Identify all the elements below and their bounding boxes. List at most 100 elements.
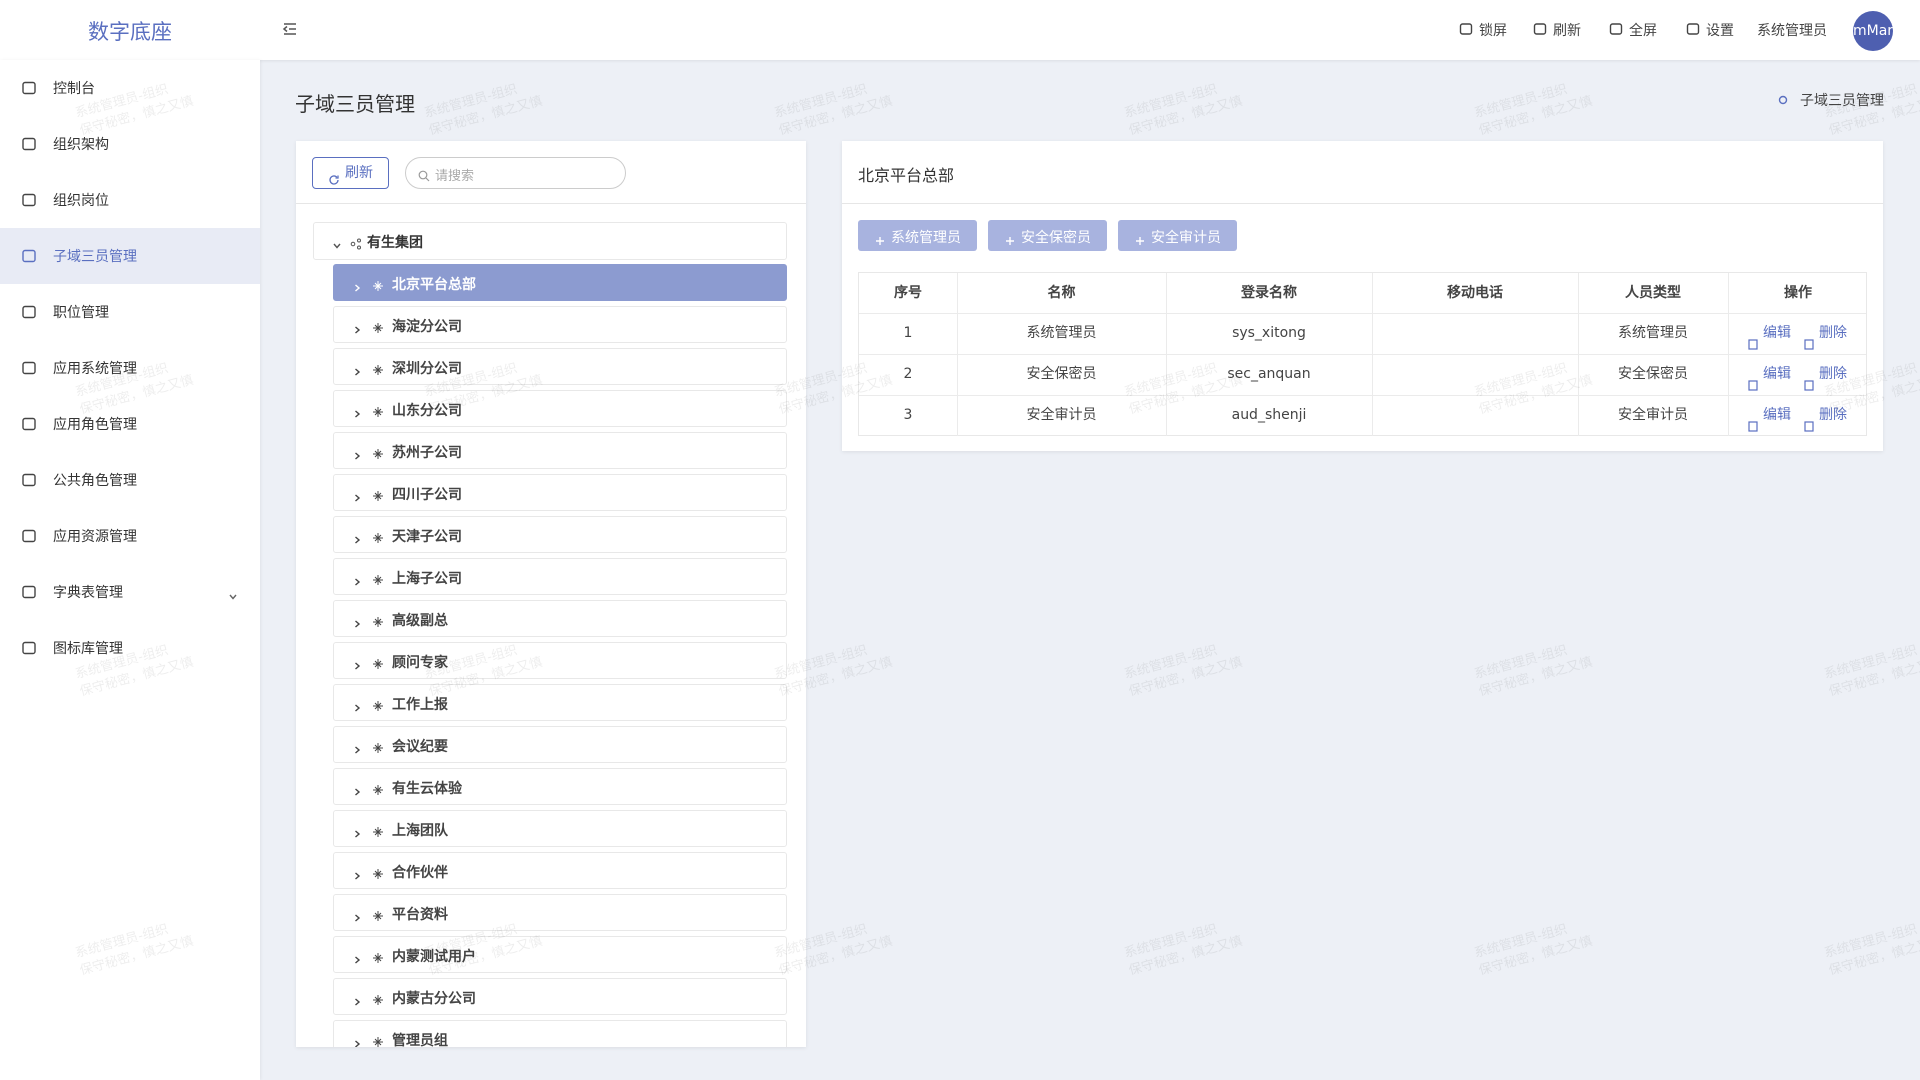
tree-node[interactable]: 海淀分公司 [333,306,787,343]
col-divider [1166,273,1167,313]
action-icon [1803,326,1815,367]
tree-root[interactable]: 有生集团 [313,222,787,260]
menu-item[interactable]: 应用系统管理 [0,340,260,396]
tree-node-label: 高级副总 [392,613,448,629]
watermark-line: 保守秘密，慎之又慎 [427,93,545,139]
menu-icon [21,304,37,324]
tree-node[interactable]: 内蒙测试用户 [333,936,787,973]
table-cell: 安全保密员 [1618,366,1688,382]
menu-item[interactable]: 图标库管理 [0,620,260,676]
node-icon [372,277,384,296]
action-link[interactable]: 删除 [1803,395,1847,436]
table-header-cell: 序号 [894,285,922,301]
watermark-line: 系统管理员-组织 [1472,642,1569,683]
expand-icon [352,698,362,717]
col-divider [957,395,958,436]
add-button[interactable]: 安全审计员 [1118,220,1237,251]
refresh-icon [328,167,340,197]
collapse-button[interactable] [281,20,299,42]
menu-item[interactable]: 应用资源管理 [0,508,260,564]
tree-node[interactable]: 会议纪要 [333,726,787,763]
tree-node[interactable]: 苏州子公司 [333,432,787,469]
watermark: 系统管理员-组织保守秘密，慎之又慎 [1822,915,1920,980]
toolbar-item[interactable]: 刷新 [1553,23,1581,39]
node-icon [372,739,384,758]
menu-item[interactable]: 字典表管理 [0,564,260,620]
tree-node[interactable]: 合作伙伴 [333,852,787,889]
action-icon [1803,408,1815,449]
toolbar-icon [1458,21,1474,41]
menu-item[interactable]: 组织岗位 [0,172,260,228]
tree-node-label: 内蒙古分公司 [392,991,476,1007]
user-name[interactable]: 系统管理员 [1757,23,1827,39]
action-label: 删除 [1819,325,1847,341]
expand-icon [352,866,362,885]
search-input[interactable]: 请搜索 [405,157,626,189]
refresh-button[interactable]: 刷新 [312,157,389,189]
tree-node[interactable]: 工作上报 [333,684,787,721]
tree-node[interactable]: 高级副总 [333,600,787,637]
menu-item[interactable]: 公共角色管理 [0,452,260,508]
expand-icon [352,362,362,381]
node-icon [372,697,384,716]
avatar[interactable]: mMar [1853,11,1893,51]
menu-icon [21,640,37,660]
tree-node[interactable]: 上海子公司 [333,558,787,595]
menu-label: 公共角色管理 [53,473,137,489]
table: 序号 名称 登录名称 移动电话 人员类型 操作 1 系统管理员 sys_xitong 系统管理员编… [858,272,1867,436]
toolbar-item[interactable]: 锁屏 [1479,23,1507,39]
page-title: 子域三员管理 [295,92,415,116]
tree-node[interactable]: 上海团队 [333,810,787,847]
tree-node[interactable]: 四川子公司 [333,474,787,511]
toolbar-item[interactable]: 全屏 [1629,23,1657,39]
action-link[interactable]: 删除 [1803,313,1847,354]
table-cell: 编辑 删除 [1728,395,1868,436]
menu-icon [21,80,37,100]
tree-node[interactable]: 管理员组 [333,1020,787,1047]
divider [842,203,1883,204]
tree-node[interactable]: 顾问专家 [333,642,787,679]
tree-node-label: 上海团队 [392,823,448,839]
col-divider [1578,273,1579,313]
action-link[interactable]: 编辑 [1747,313,1791,354]
menu-item[interactable]: 控制台 [0,60,260,116]
tree-node[interactable]: 平台资料 [333,894,787,931]
col-divider [1578,354,1579,395]
menu-icon [21,584,37,604]
watermark-line: 保守秘密，慎之又慎 [1477,93,1595,139]
table-header-cell: 移动电话 [1447,285,1503,301]
menu-item[interactable]: 职位管理 [0,284,260,340]
add-button[interactable]: 安全保密员 [988,220,1107,251]
expand-icon [352,530,362,549]
tree-node[interactable]: 内蒙古分公司 [333,978,787,1015]
action-link[interactable]: 删除 [1803,354,1847,395]
tree-node[interactable]: 天津子公司 [333,516,787,553]
toolbar-icon [1685,21,1701,41]
tree-node[interactable]: 有生云体验 [333,768,787,805]
tree-node[interactable]: 北京平台总部 [333,264,787,301]
menu-item[interactable]: 应用角色管理 [0,396,260,452]
plus-icon [1005,231,1015,250]
node-icon [372,781,384,800]
col-divider [957,273,958,313]
toolbar-item[interactable]: 设置 [1706,23,1734,39]
action-link[interactable]: 编辑 [1747,354,1791,395]
node-icon [372,571,384,590]
tree-node[interactable]: 深圳分公司 [333,348,787,385]
action-link[interactable]: 编辑 [1747,395,1791,436]
action-label: 删除 [1819,366,1847,382]
expand-icon [352,950,362,969]
toolbar-icon [1608,21,1624,41]
expand-icon [352,278,362,297]
watermark: 系统管理员-组织保守秘密，慎之又慎 [1472,75,1595,140]
search-placeholder: 请搜索 [435,169,475,184]
menu-item[interactable]: 子域三员管理 [0,228,260,284]
watermark-line: 系统管理员-组织 [422,81,519,122]
add-button[interactable]: 系统管理员 [858,220,977,251]
menu-label: 图标库管理 [53,641,123,657]
menu-item[interactable]: 组织架构 [0,116,260,172]
col-divider [1728,354,1729,395]
menu-icon [21,136,37,156]
node-icon [372,613,384,632]
tree-node[interactable]: 山东分公司 [333,390,787,427]
